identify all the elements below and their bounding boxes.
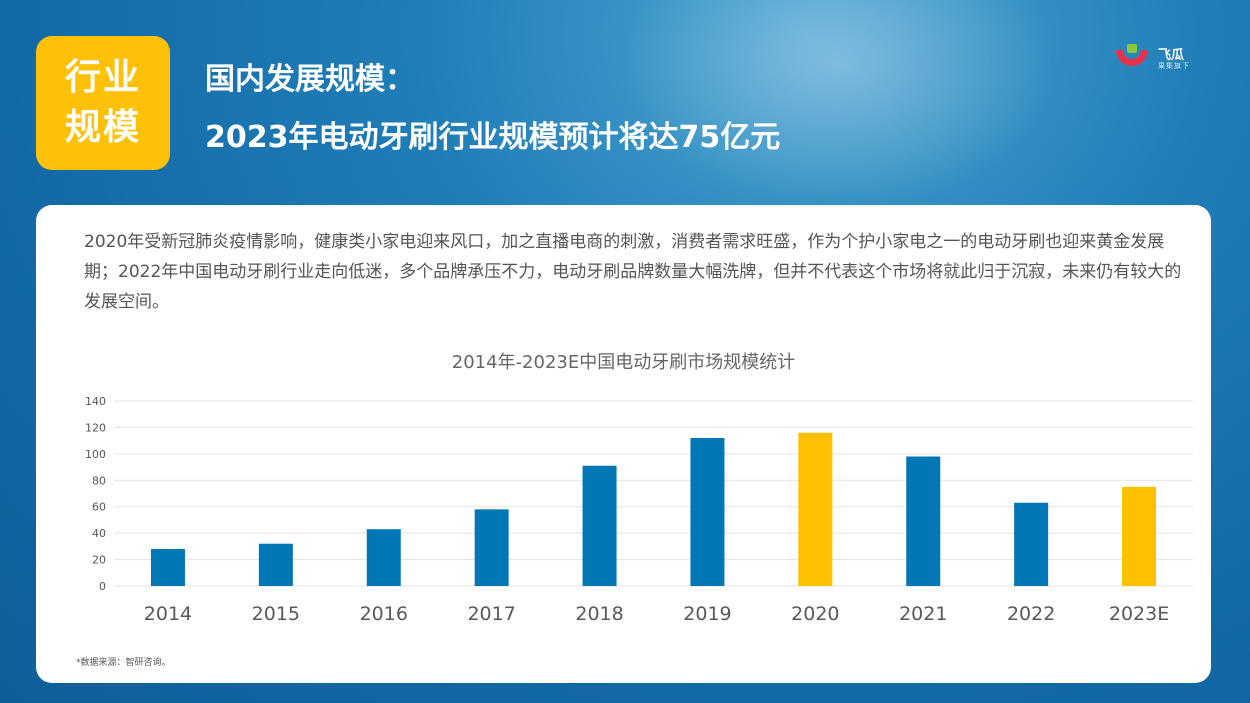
section-tag: 行业 规模 — [36, 36, 170, 170]
y-tick-label: 80 — [92, 474, 106, 487]
bar-2023E — [1122, 486, 1157, 586]
bar-2015 — [258, 543, 293, 586]
bar-chart: 0 20 40 60 80 100 120 140 2014 2015 2016 2017 2018 20… — [85, 395, 1193, 625]
bar-2016 — [366, 529, 401, 586]
x-tick-label: 2014 — [144, 603, 192, 625]
bar-2019 — [690, 438, 725, 586]
x-tick-label: 2015 — [252, 603, 300, 625]
intro-paragraph: 2020年受新冠肺炎疫情影响，健康类小家电迎来风口，加之直播电商的刺激，消费者需… — [84, 232, 1182, 312]
x-tick-label: 2016 — [360, 603, 408, 625]
bar-2017 — [474, 509, 509, 586]
logo-name: 飞瓜 — [1158, 48, 1185, 63]
bar-2021 — [906, 456, 941, 586]
x-tick-label: 2019 — [683, 603, 731, 625]
section-tag-line1: 行业 — [64, 57, 141, 98]
data-source-note: *数据来源：智研咨询。 — [76, 658, 171, 668]
x-tick-label: 2022 — [1007, 603, 1055, 625]
y-tick-label: 40 — [92, 527, 106, 540]
logo-subtitle: 果集旗下 — [1158, 62, 1190, 70]
y-tick-label: 100 — [85, 448, 106, 461]
x-tick-label: 2021 — [899, 603, 947, 625]
y-tick-label: 0 — [99, 580, 106, 593]
page-title: 国内发展规模： — [205, 62, 415, 97]
bar-2014 — [150, 549, 185, 586]
x-tick-label: 2020 — [791, 603, 839, 625]
page-heading: 国内发展规模： 2023年电动牙刷行业规模预计将达75亿元 — [205, 58, 780, 160]
bar-2022 — [1014, 502, 1049, 586]
y-tick-label: 140 — [85, 395, 106, 408]
logo-icon — [1116, 44, 1148, 66]
y-tick-label: 20 — [92, 554, 106, 567]
content-card: 2020年受新冠肺炎疫情影响，健康类小家电迎来风口，加之直播电商的刺激，消费者需… — [36, 205, 1211, 683]
brand-logo: 飞瓜 果集旗下 — [1112, 42, 1212, 72]
x-tick-label: 2023E — [1109, 603, 1169, 625]
chart-title: 2014年-2023E中国电动牙刷市场规模统计 — [451, 352, 796, 373]
section-tag-line2: 规模 — [64, 107, 141, 148]
y-tick-label: 60 — [92, 501, 106, 514]
bar-2020 — [798, 432, 833, 586]
x-tick-label: 2018 — [575, 603, 623, 625]
y-tick-label: 120 — [85, 421, 106, 434]
x-tick-label: 2017 — [467, 603, 515, 625]
page-subtitle: 2023年电动牙刷行业规模预计将达75亿元 — [205, 120, 781, 155]
bar-2018 — [582, 465, 617, 586]
